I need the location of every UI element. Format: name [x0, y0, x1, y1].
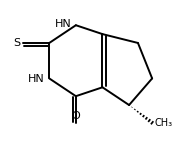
Text: CH₃: CH₃ [155, 118, 173, 128]
Text: O: O [72, 111, 80, 121]
Text: S: S [13, 38, 20, 48]
Text: HN: HN [55, 19, 71, 29]
Text: HN: HN [28, 74, 45, 84]
